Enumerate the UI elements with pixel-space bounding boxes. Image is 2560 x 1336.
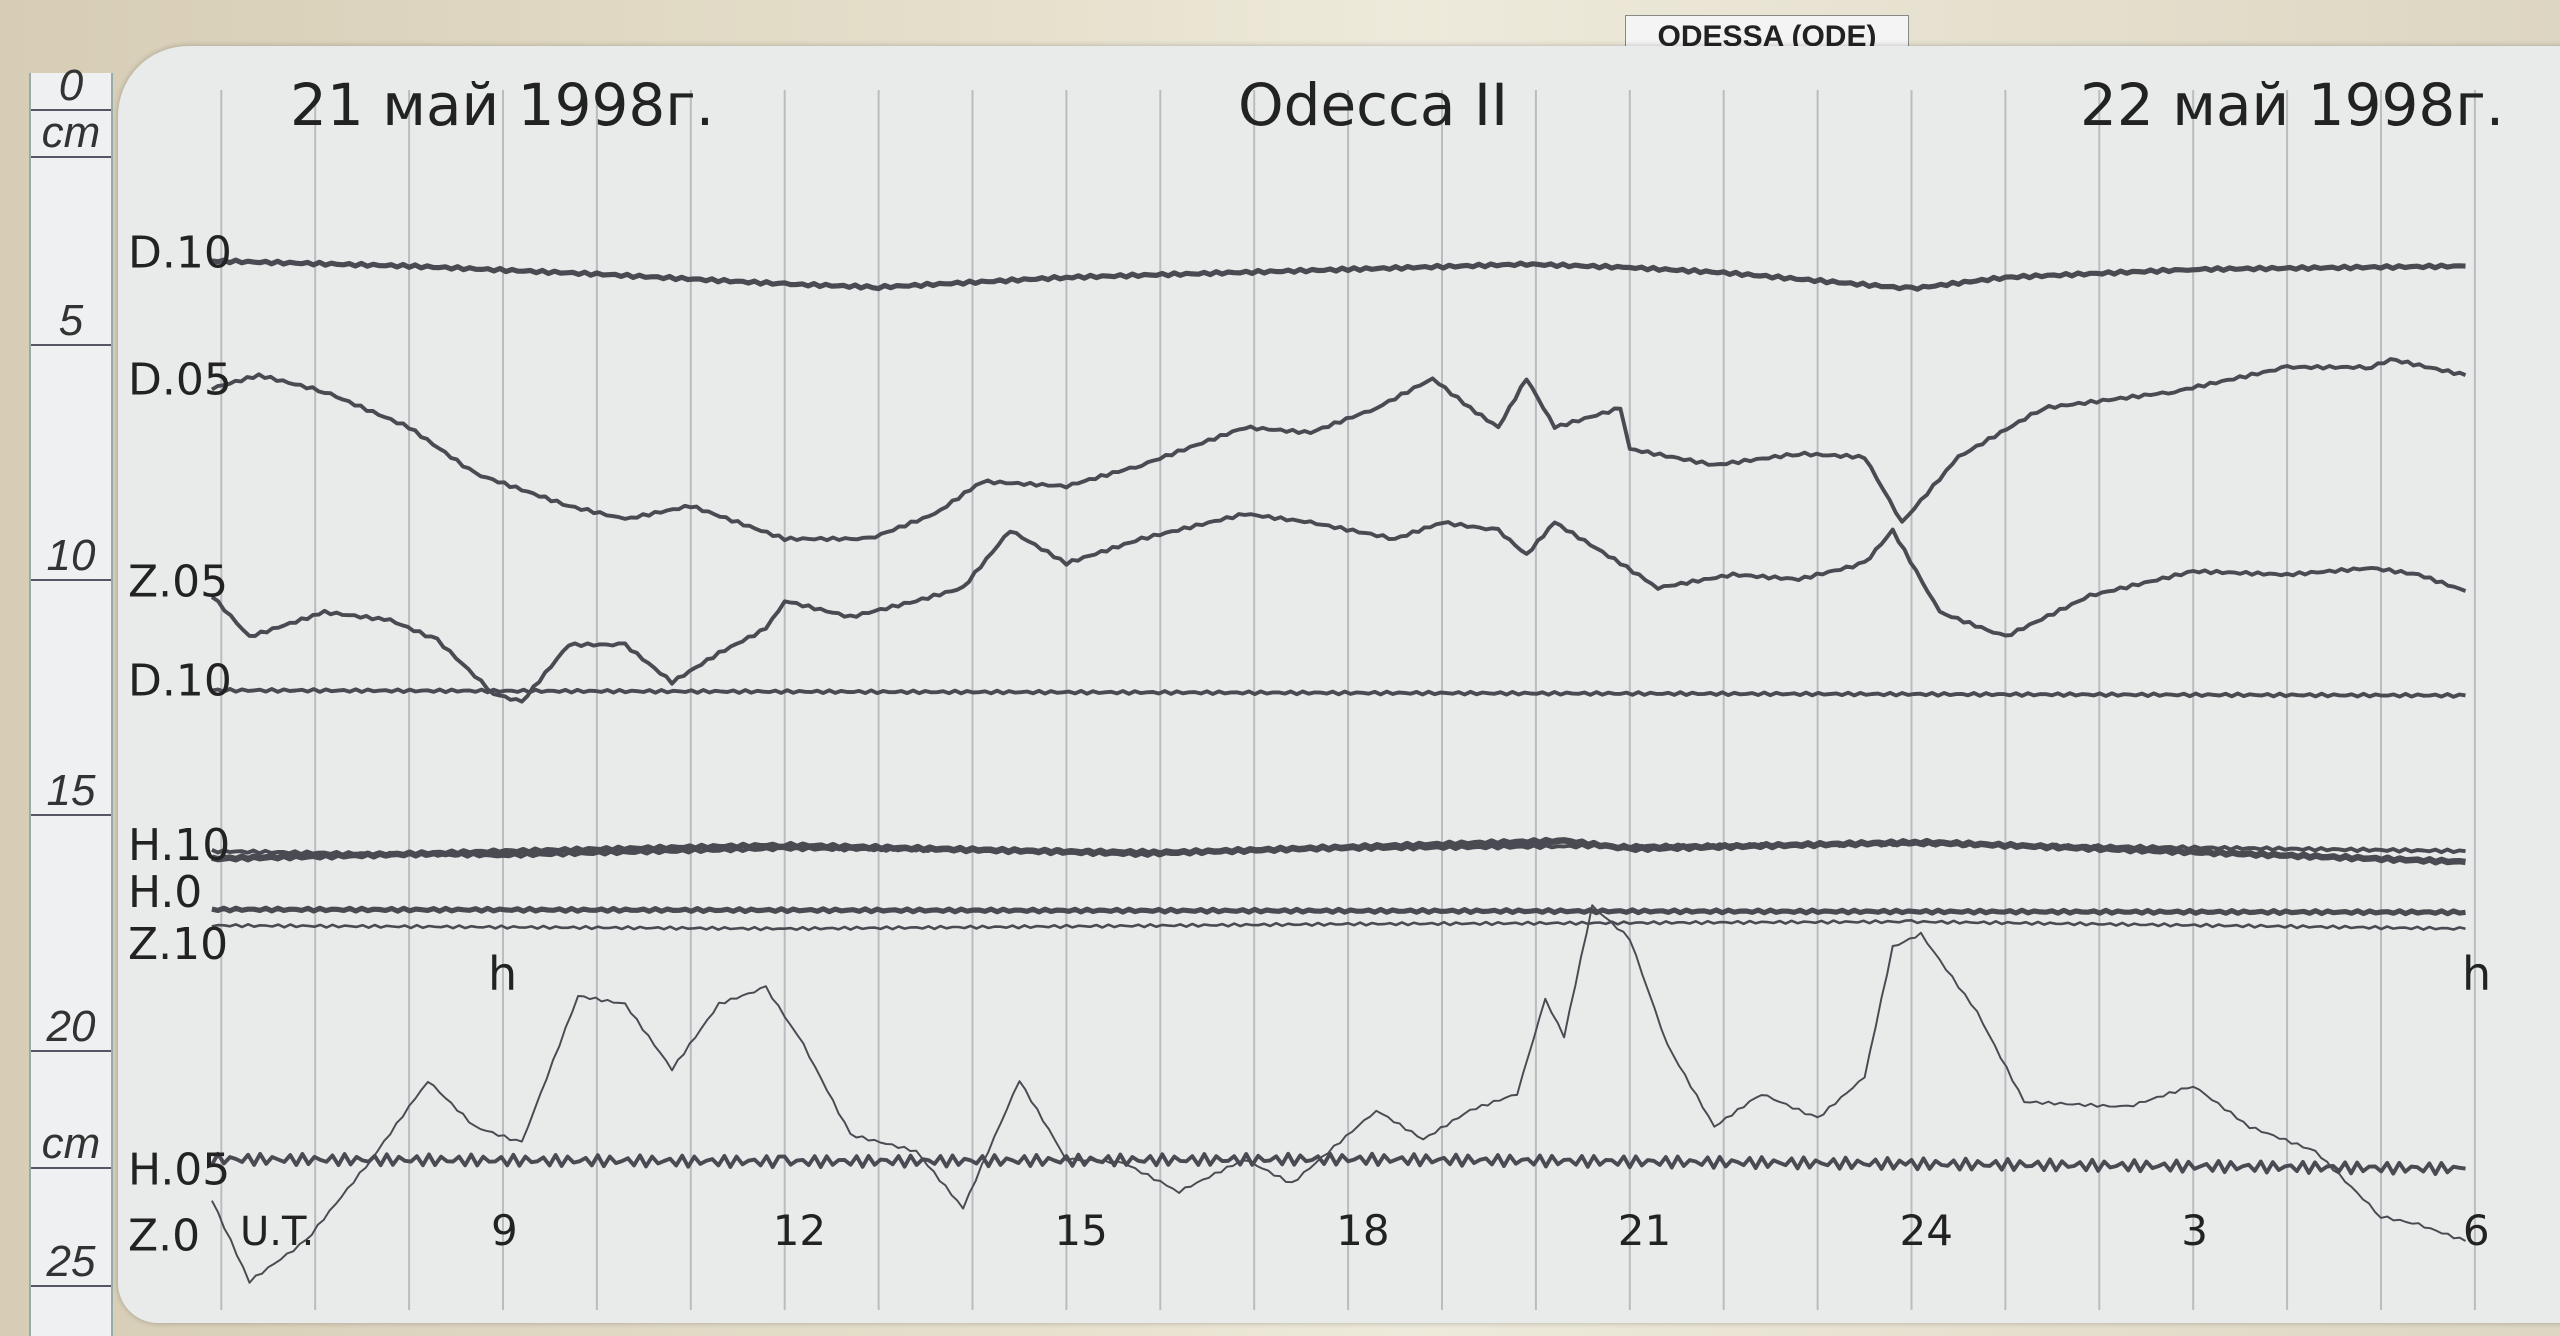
ruler-tick (31, 1284, 111, 1287)
trace-label: D.10 (128, 227, 232, 278)
x-tick-label: 18 (1336, 1206, 1389, 1255)
ruler-label: 25 (46, 1236, 96, 1286)
ruler-label: 20 (46, 1001, 96, 1051)
chart-title: Odecca II (1238, 71, 1508, 139)
trace-label: Z.05 (128, 557, 228, 608)
x-axis-label: U.T. (240, 1209, 314, 1255)
x-tick-label: 3 (2181, 1206, 2208, 1255)
x-tick-label: 24 (1900, 1206, 1953, 1255)
ruler-tick (31, 579, 111, 582)
x-tick-label: 9 (491, 1206, 518, 1255)
trace-h-0 (211, 905, 2466, 917)
ruler-label: 0 (58, 61, 84, 110)
trace-label: Z.0 (128, 1210, 200, 1261)
x-tick-label: 12 (773, 1206, 826, 1255)
scale-ruler: 0 cm 5 10 15 20 cm 25 (29, 61, 113, 1336)
trace-h-10 (211, 836, 2466, 866)
trace-label: D.10 (128, 655, 232, 706)
trace-label: H.05 (128, 1145, 230, 1196)
ruler-label: cm (41, 1119, 101, 1169)
trace-h-05 (210, 1151, 2466, 1176)
trace-z-05 (210, 512, 2467, 704)
trace-label: H.10 (128, 820, 230, 871)
x-tick-label: 21 (1618, 1206, 1671, 1255)
magnetogram-paper (118, 46, 2560, 1323)
date-left: 21 май 1998г. (290, 71, 714, 139)
trace-d-10-base (211, 686, 2466, 699)
ruler-tick (31, 156, 111, 159)
ruler-label: 15 (46, 766, 96, 816)
ruler-label: cm (41, 108, 101, 158)
date-right: 22 май 1998г. (2080, 71, 2504, 139)
ruler-label: 5 (58, 296, 84, 346)
trace-label: H.0 (128, 867, 202, 918)
ruler-label: 10 (46, 531, 96, 581)
x-tick-label: 6 (2463, 1206, 2490, 1255)
trace-h-10b (211, 840, 2466, 859)
trace-label: D.05 (128, 354, 232, 405)
ruler-tick (31, 1167, 111, 1170)
x-tick-label: 15 (1054, 1206, 1107, 1255)
ruler-tick (31, 344, 111, 347)
ruler-tick (31, 109, 111, 111)
hour-mark-right: h (2462, 947, 2491, 1001)
trace-d-05 (210, 357, 2467, 543)
ruler-tick (31, 1049, 111, 1052)
trace-label: Z.10 (128, 919, 228, 970)
trace-z-10 (211, 918, 2466, 932)
trace-z-0 (211, 904, 2466, 1284)
trace-d-10 (211, 257, 2466, 292)
hour-mark-left: h (488, 947, 517, 1001)
ruler-tick (31, 814, 111, 817)
